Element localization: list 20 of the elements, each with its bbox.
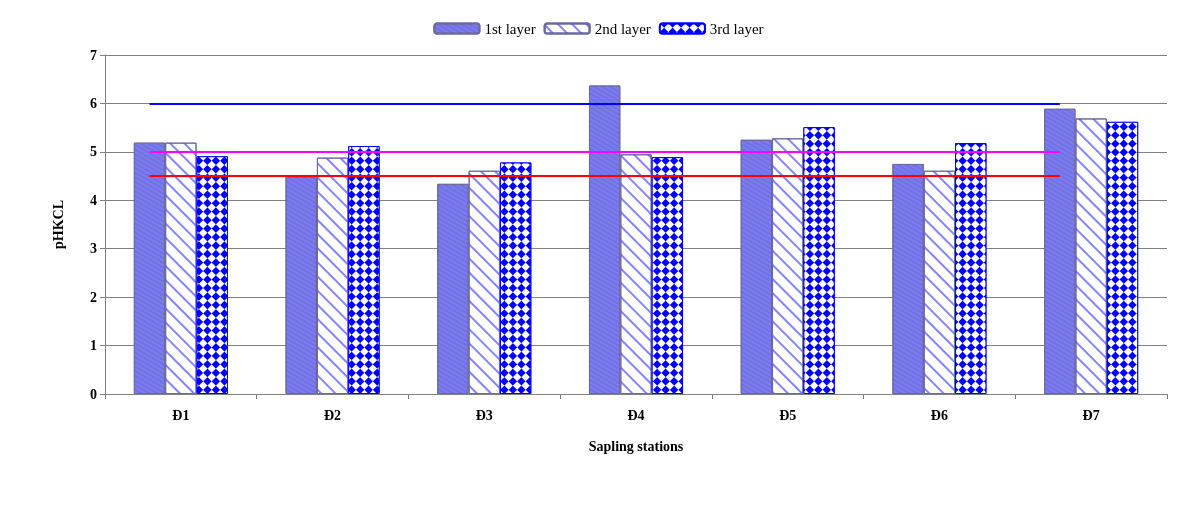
- x-tick-label: Đ3: [475, 407, 493, 423]
- x-axis-title: Sapling stations: [588, 438, 684, 454]
- x-tick-label: Đ1: [172, 407, 190, 423]
- y-axis-title: pHKCL: [50, 199, 66, 250]
- y-tick-label: 5: [90, 144, 97, 160]
- y-tick-label: 2: [90, 289, 97, 305]
- x-tick-label: Đ4: [627, 407, 645, 423]
- legend-label: 1st layer: [484, 20, 536, 37]
- y-tick-label: 6: [90, 95, 97, 111]
- x-tick-label: Đ6: [930, 407, 948, 423]
- y-tick-label: 7: [90, 47, 97, 63]
- y-tick-label: 0: [90, 386, 97, 402]
- legend-label: 2nd layer: [594, 20, 651, 37]
- y-tick-label: 3: [90, 241, 97, 257]
- x-tick-label: Đ7: [1082, 407, 1100, 423]
- legend-label: 3rd layer: [709, 20, 764, 37]
- y-tick-label: 4: [90, 192, 97, 208]
- y-tick-label: 1: [90, 338, 97, 354]
- x-tick-label: Đ5: [779, 407, 797, 423]
- x-tick-label: Đ2: [324, 407, 342, 423]
